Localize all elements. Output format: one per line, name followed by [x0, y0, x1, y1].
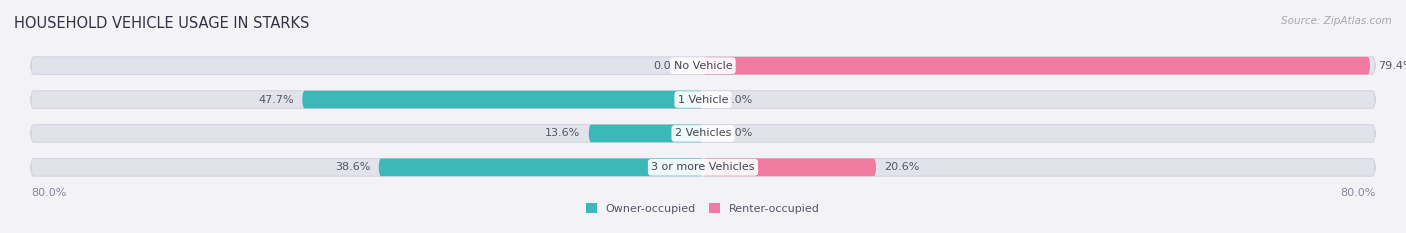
Legend: Owner-occupied, Renter-occupied: Owner-occupied, Renter-occupied [581, 199, 825, 218]
Text: 79.4%: 79.4% [1378, 61, 1406, 71]
FancyBboxPatch shape [31, 158, 1375, 176]
Text: 38.6%: 38.6% [335, 162, 370, 172]
Text: 3 or more Vehicles: 3 or more Vehicles [651, 162, 755, 172]
Text: No Vehicle: No Vehicle [673, 61, 733, 71]
FancyBboxPatch shape [31, 91, 1375, 108]
FancyBboxPatch shape [378, 158, 703, 176]
Text: 1 Vehicle: 1 Vehicle [678, 95, 728, 105]
Text: 0.0%: 0.0% [724, 95, 752, 105]
FancyBboxPatch shape [703, 57, 1369, 75]
FancyBboxPatch shape [703, 158, 876, 176]
Text: 2 Vehicles: 2 Vehicles [675, 128, 731, 138]
Text: HOUSEHOLD VEHICLE USAGE IN STARKS: HOUSEHOLD VEHICLE USAGE IN STARKS [14, 16, 309, 31]
FancyBboxPatch shape [589, 125, 703, 142]
Text: 80.0%: 80.0% [1340, 188, 1375, 198]
Text: 20.6%: 20.6% [884, 162, 920, 172]
FancyBboxPatch shape [31, 57, 1375, 75]
Text: 0.0%: 0.0% [724, 128, 752, 138]
FancyBboxPatch shape [31, 125, 1375, 142]
Text: Source: ZipAtlas.com: Source: ZipAtlas.com [1281, 16, 1392, 26]
Text: 47.7%: 47.7% [259, 95, 294, 105]
Text: 0.0%: 0.0% [654, 61, 682, 71]
FancyBboxPatch shape [302, 91, 703, 108]
Text: 13.6%: 13.6% [546, 128, 581, 138]
Text: 80.0%: 80.0% [31, 188, 66, 198]
